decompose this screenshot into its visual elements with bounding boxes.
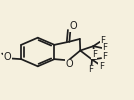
Text: O: O — [4, 52, 11, 62]
Text: F: F — [102, 43, 107, 52]
Text: F: F — [92, 50, 97, 59]
Text: O: O — [70, 21, 77, 31]
Text: F: F — [88, 65, 93, 74]
Text: F: F — [100, 36, 105, 45]
Text: F: F — [102, 52, 107, 61]
Text: O: O — [65, 59, 73, 69]
Text: F: F — [99, 62, 104, 71]
